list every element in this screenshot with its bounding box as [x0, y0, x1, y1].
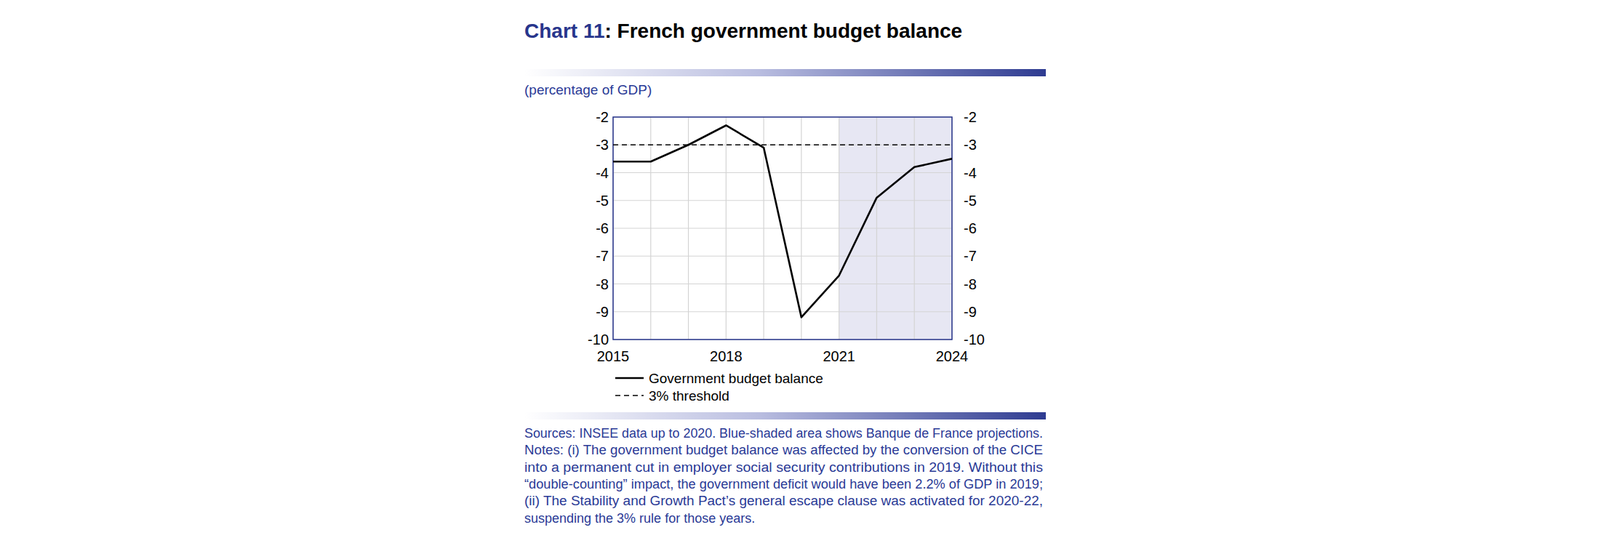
y-tick-label-right: -7 [963, 248, 977, 264]
series-line [613, 125, 952, 318]
series-line [613, 144, 952, 146]
grid-line-y [613, 256, 952, 257]
chart-canvas: Chart 11: French government budget balan… [0, 0, 1600, 538]
grid-line-x [838, 117, 840, 340]
header-rule [524, 69, 1046, 77]
y-tick-label-right: -6 [963, 220, 977, 237]
note-text: into a permanent cut in employer social … [524, 460, 1043, 475]
source-text: Sources: INSEE data up to 2020. Blue-sha… [524, 426, 1043, 441]
y-tick-label: -8 [595, 276, 609, 293]
note-text: “double-counting” impact, the government… [524, 477, 1043, 492]
title-number: Chart 11 [524, 19, 606, 43]
y-tick-label-right: -2 [963, 109, 977, 126]
title-text: : French government budget balance [605, 19, 963, 43]
y-tick-label: -2 [595, 109, 609, 126]
grid-line-x [688, 117, 689, 340]
grid-line-y [613, 311, 952, 312]
plot-frame [613, 117, 952, 340]
grid-line-x [800, 117, 802, 340]
y-tick-label: -6 [595, 220, 609, 237]
title: Chart 11: French government budget balan… [524, 19, 963, 43]
y-tick-label-right: -4 [963, 165, 977, 182]
background [0, 0, 1600, 538]
y-tick-label: -10 [587, 331, 609, 348]
grid-line-y [613, 172, 952, 174]
note-text: Notes: (i) The government budget balance… [524, 442, 1043, 458]
grid-line-x [725, 117, 727, 340]
grid-line-x [914, 117, 915, 340]
legend-swatch [615, 377, 644, 380]
y-tick-label: -5 [595, 192, 609, 209]
y-tick-label-right: -5 [963, 192, 977, 209]
x-tick-label: 2021 [822, 348, 856, 365]
y-tick-label-right: -8 [963, 276, 977, 293]
footer-rule [524, 412, 1046, 420]
grid-line-y [613, 144, 952, 146]
y-tick-label: -7 [595, 248, 609, 264]
y-tick-label-right: -9 [963, 304, 977, 320]
series-group [613, 125, 952, 318]
x-tick-label: 2015 [597, 348, 630, 365]
legend-label: Government budget balance [648, 370, 824, 387]
grid-line-y [613, 200, 952, 201]
grid-line-x [876, 117, 878, 340]
y-tick-label: -3 [595, 136, 609, 153]
y-tick-label: -9 [595, 304, 609, 320]
grid-line-x [650, 117, 651, 340]
y-tick-label: -4 [595, 165, 609, 182]
legend-swatch [615, 394, 644, 397]
x-tick-label: 2018 [709, 348, 743, 365]
grid-line-y [613, 283, 952, 285]
legend-label: 3% threshold [648, 388, 730, 404]
note-text: (ii) The Stability and Growth Pact’s gen… [524, 493, 1043, 509]
x-tick-label: 2024 [936, 348, 969, 365]
y-tick-label-right: -10 [963, 331, 985, 348]
note-text: suspending the 3% rule for those years. [524, 511, 755, 526]
y-axis-label: (percentage of GDP) [524, 82, 652, 98]
y-tick-label-right: -3 [963, 136, 977, 153]
